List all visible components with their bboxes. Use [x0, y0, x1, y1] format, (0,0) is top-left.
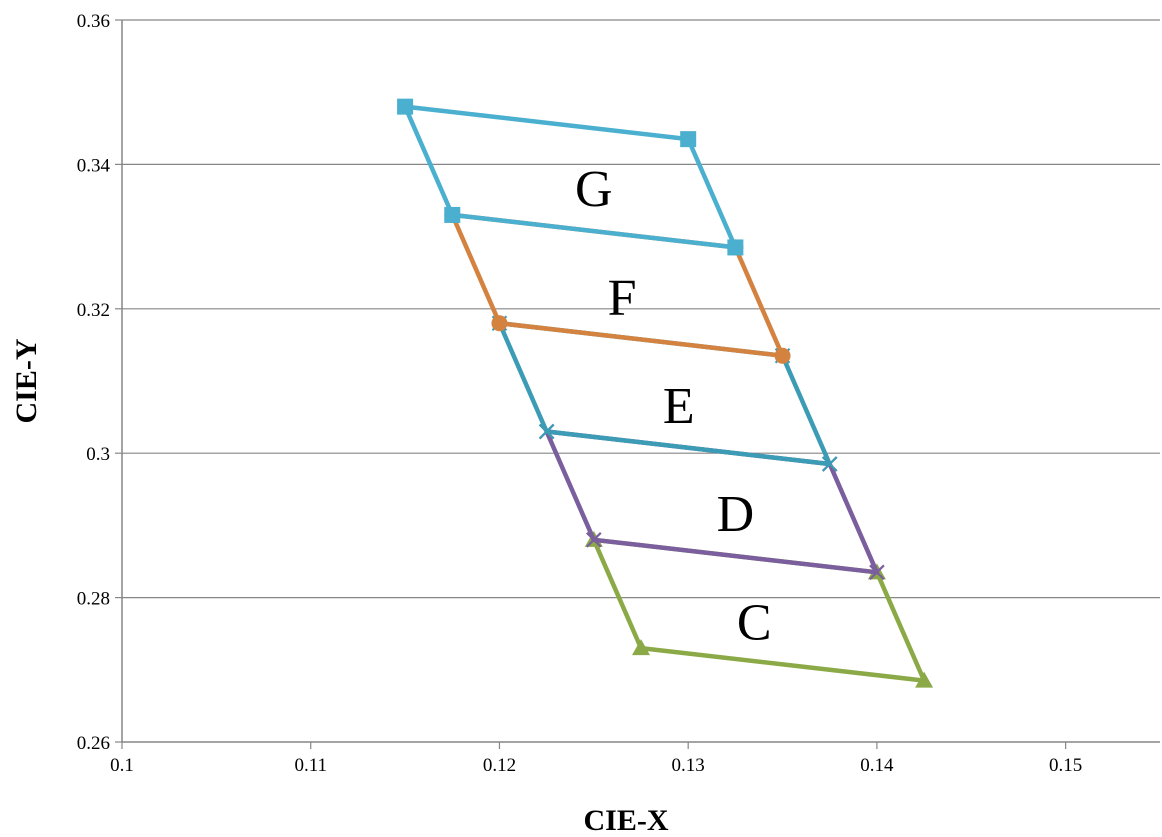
- x-tick-label: 0.14: [860, 755, 894, 776]
- data-point: [821, 456, 838, 472]
- x-tick-label: 0.11: [294, 755, 327, 776]
- y-tick-label: 0.3: [86, 444, 110, 465]
- region-label: G: [575, 161, 613, 218]
- region-label: C: [737, 594, 772, 651]
- x-tick-label: 0.1: [110, 755, 134, 776]
- data-point: [774, 347, 791, 364]
- data-point: [680, 131, 697, 148]
- x-tick-label: 0.12: [483, 755, 516, 776]
- series-line: [403, 104, 738, 250]
- x-axis-title: CIE-X: [583, 804, 668, 837]
- data-point: [491, 315, 508, 332]
- x-tick-label: 0.13: [672, 755, 705, 776]
- y-tick-label: 0.32: [77, 300, 110, 321]
- data-point: [727, 239, 744, 256]
- series: [538, 423, 885, 581]
- data-point: [586, 532, 602, 548]
- y-axis-title: CIE-Y: [10, 338, 43, 423]
- region-label: E: [663, 378, 695, 435]
- axes: [115, 19, 1160, 749]
- series: [397, 98, 744, 256]
- y-tick-label: 0.26: [77, 733, 110, 754]
- data-point: [538, 423, 555, 440]
- data-point: [869, 564, 885, 581]
- y-tick-label: 0.28: [77, 589, 110, 610]
- gridlines: [122, 19, 1160, 599]
- tick-labels: 0.26 0.28 0.3 0.32 0.34 0.36 0.1 0.11 0.12 0.13 0.…: [77, 11, 1083, 776]
- x-tick-label: 0.15: [1049, 755, 1082, 776]
- y-tick-label: 0.34: [77, 155, 111, 176]
- data-point: [632, 639, 650, 656]
- region-label: F: [608, 269, 637, 326]
- series-group: [397, 98, 934, 688]
- region-label: D: [717, 486, 755, 543]
- data-point: [397, 98, 414, 115]
- y-tick-label: 0.36: [77, 11, 110, 32]
- data-point: [444, 206, 461, 223]
- data-point: [915, 671, 934, 688]
